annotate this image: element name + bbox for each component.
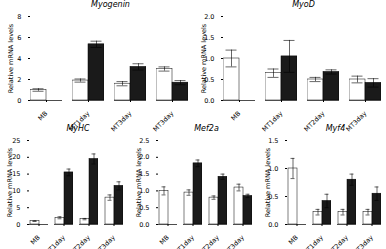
svg-text:2: 2 <box>17 76 21 84</box>
svg-text:MT2day: MT2day <box>197 233 221 249</box>
svg-text:MB: MB <box>287 234 300 247</box>
svg-text:0.0: 0.0 <box>204 97 214 105</box>
svg-text:8: 8 <box>17 13 21 21</box>
svg-text:MT2day: MT2day <box>68 233 92 249</box>
svg-text:6: 6 <box>17 34 21 42</box>
svg-text:MT3day: MT3day <box>152 109 176 133</box>
svg-text:MT1day: MT1day <box>43 233 67 249</box>
svg-text:0.0: 0.0 <box>268 221 278 229</box>
svg-text:MT3day: MT3day <box>110 109 134 133</box>
svg-text:MT2day: MT2day <box>303 109 327 133</box>
svg-text:MB: MB <box>230 110 243 123</box>
svg-text:MT3day: MT3day <box>351 233 375 249</box>
svg-text:MT3day: MT3day <box>93 233 117 249</box>
svg-text:25: 25 <box>12 137 20 145</box>
svg-text:Relative mRNA levels: Relative mRNA levels <box>6 147 14 217</box>
svg-text:MT3day: MT3day <box>345 109 369 133</box>
svg-text:MT1day: MT1day <box>301 233 325 249</box>
svg-text:MT2day: MT2day <box>326 233 350 249</box>
svg-text:MB: MB <box>29 234 42 247</box>
svg-text:4: 4 <box>17 55 21 63</box>
svg-text:MB: MB <box>37 110 50 123</box>
svg-text:2.0: 2.0 <box>204 13 214 21</box>
svg-text:Relative mRNA levels: Relative mRNA levels <box>7 23 15 93</box>
svg-text:Relative mRNA levels: Relative mRNA levels <box>264 147 272 217</box>
svg-text:0: 0 <box>17 97 21 105</box>
svg-text:MT1day: MT1day <box>172 233 196 249</box>
svg-text:1.5: 1.5 <box>268 137 278 145</box>
svg-text:MT3day: MT3day <box>222 233 246 249</box>
svg-text:2.5: 2.5 <box>139 137 149 145</box>
svg-text:0: 0 <box>16 221 20 229</box>
svg-text:MT1day: MT1day <box>261 109 285 133</box>
svg-text:0.0: 0.0 <box>139 221 149 229</box>
svg-text:MB: MB <box>158 234 171 247</box>
svg-text:Relative mRNA levels: Relative mRNA levels <box>135 147 143 217</box>
svg-text:5: 5 <box>16 204 20 212</box>
svg-text:Relative mRNA levels: Relative mRNA levels <box>200 23 208 93</box>
